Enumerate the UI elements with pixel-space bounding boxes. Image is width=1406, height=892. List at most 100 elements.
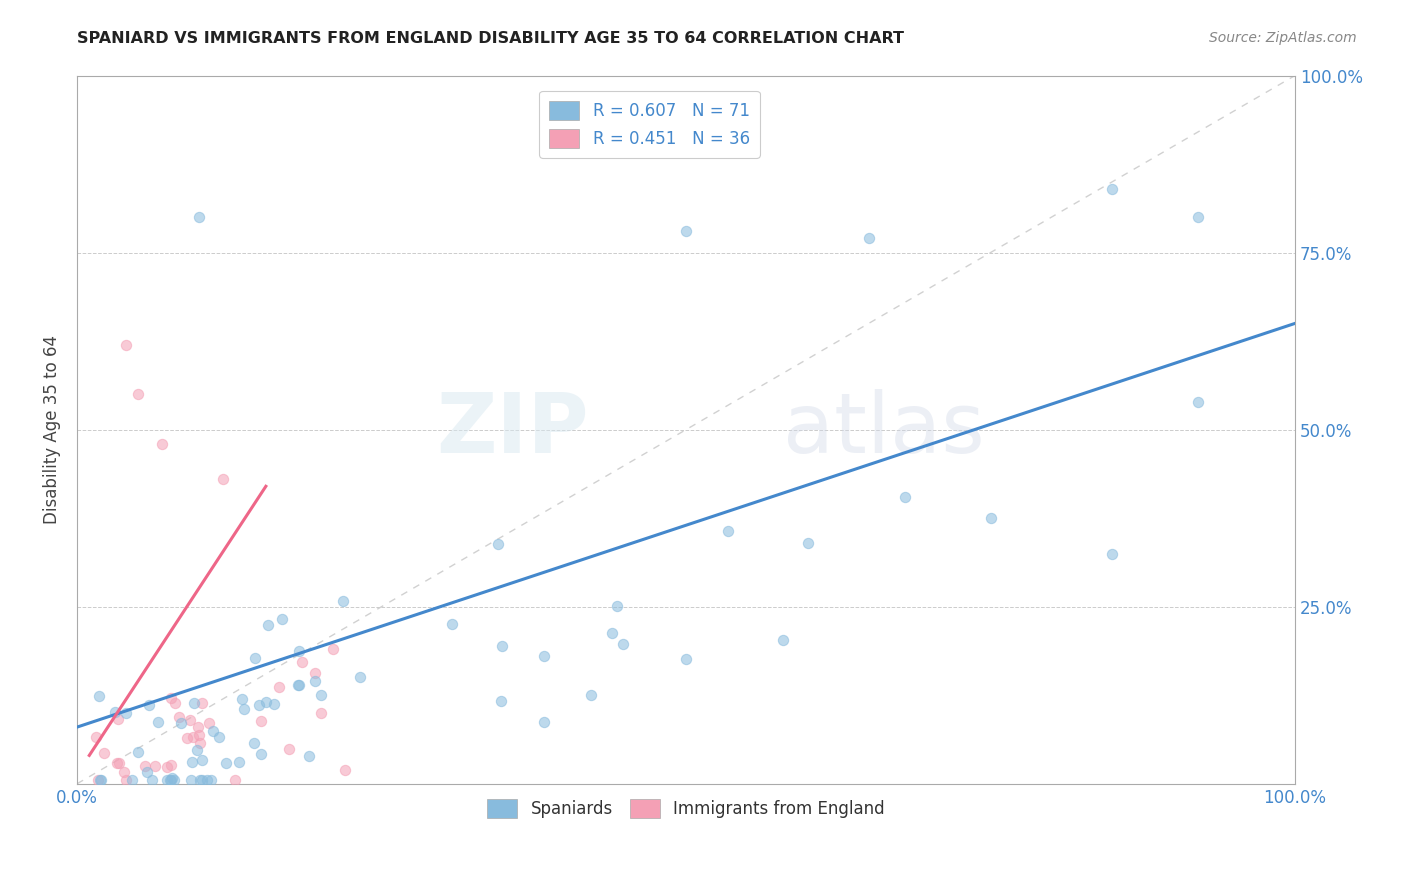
Point (1101, 182, 1123, 196)
Point (1101, 547, 1123, 561)
Point (176, 731, 198, 746)
Point (579, 688, 602, 702)
Point (191, 696, 214, 710)
Point (180, 773, 202, 788)
Point (179, 713, 201, 727)
Point (243, 651, 266, 665)
Point (197, 773, 219, 788)
Text: Source: ZipAtlas.com: Source: ZipAtlas.com (1209, 31, 1357, 45)
Point (278, 742, 301, 756)
Point (600, 626, 623, 640)
Point (332, 594, 354, 608)
Point (108, 756, 131, 770)
Point (84, 730, 107, 744)
Point (491, 640, 513, 654)
Point (160, 758, 183, 772)
Point (197, 715, 219, 730)
Text: ZIP: ZIP (436, 389, 589, 470)
Point (797, 535, 820, 549)
Point (187, 720, 209, 734)
Point (1187, 210, 1209, 224)
Point (167, 710, 190, 724)
Point (254, 695, 277, 709)
Point (533, 714, 555, 729)
Point (159, 773, 181, 788)
Point (105, 756, 128, 770)
Point (127, 746, 149, 760)
Point (606, 599, 628, 613)
Point (675, 652, 697, 666)
Point (267, 680, 290, 694)
Point (107, 712, 129, 726)
Point (291, 655, 314, 669)
Point (349, 670, 371, 684)
Point (93, 747, 115, 761)
Y-axis label: Disability Age 35 to 64: Disability Age 35 to 64 (44, 335, 60, 524)
Point (533, 649, 555, 664)
Point (183, 696, 205, 710)
Point (489, 694, 512, 708)
Point (160, 690, 183, 705)
Point (181, 756, 204, 770)
Point (287, 678, 309, 692)
Point (170, 715, 193, 730)
Point (304, 673, 326, 688)
Point (263, 697, 285, 711)
Point (163, 773, 186, 788)
Point (612, 637, 634, 651)
Point (224, 773, 246, 788)
Point (717, 524, 740, 539)
Point (311, 688, 333, 702)
Point (304, 665, 326, 680)
Point (115, 773, 138, 788)
Point (127, 387, 149, 401)
Point (89, 773, 111, 788)
Point (243, 736, 266, 750)
Point (247, 698, 270, 712)
Point (156, 773, 179, 788)
Point (121, 773, 143, 788)
Text: atlas: atlas (783, 389, 986, 470)
Legend: Spaniards, Immigrants from England: Spaniards, Immigrants from England (481, 792, 891, 825)
Point (980, 510, 1002, 524)
Point (309, 706, 332, 720)
Point (181, 730, 204, 744)
Point (191, 753, 214, 767)
Point (186, 743, 208, 757)
Point (143, 759, 166, 773)
Point (163, 696, 186, 710)
Point (160, 771, 183, 785)
Point (322, 642, 344, 657)
Point (858, 231, 880, 245)
Point (134, 759, 156, 773)
Point (212, 472, 235, 486)
Point (141, 773, 163, 788)
Point (160, 773, 183, 788)
Point (90, 773, 112, 788)
Point (87, 689, 110, 703)
Point (104, 705, 127, 719)
Point (231, 692, 253, 706)
Point (150, 437, 173, 451)
Point (250, 714, 273, 729)
Point (233, 702, 256, 716)
Point (288, 678, 311, 692)
Point (257, 618, 280, 632)
Point (208, 731, 231, 745)
Point (772, 632, 794, 647)
Point (112, 765, 135, 780)
Point (87, 773, 110, 788)
Point (114, 337, 136, 351)
Point (271, 612, 294, 626)
Point (215, 756, 238, 770)
Point (202, 724, 225, 739)
Point (333, 763, 356, 777)
Point (228, 755, 250, 769)
Point (187, 210, 209, 224)
Point (188, 773, 211, 788)
Point (115, 706, 138, 721)
Point (191, 773, 214, 788)
Point (298, 749, 321, 764)
Point (136, 765, 159, 780)
Point (250, 747, 273, 761)
